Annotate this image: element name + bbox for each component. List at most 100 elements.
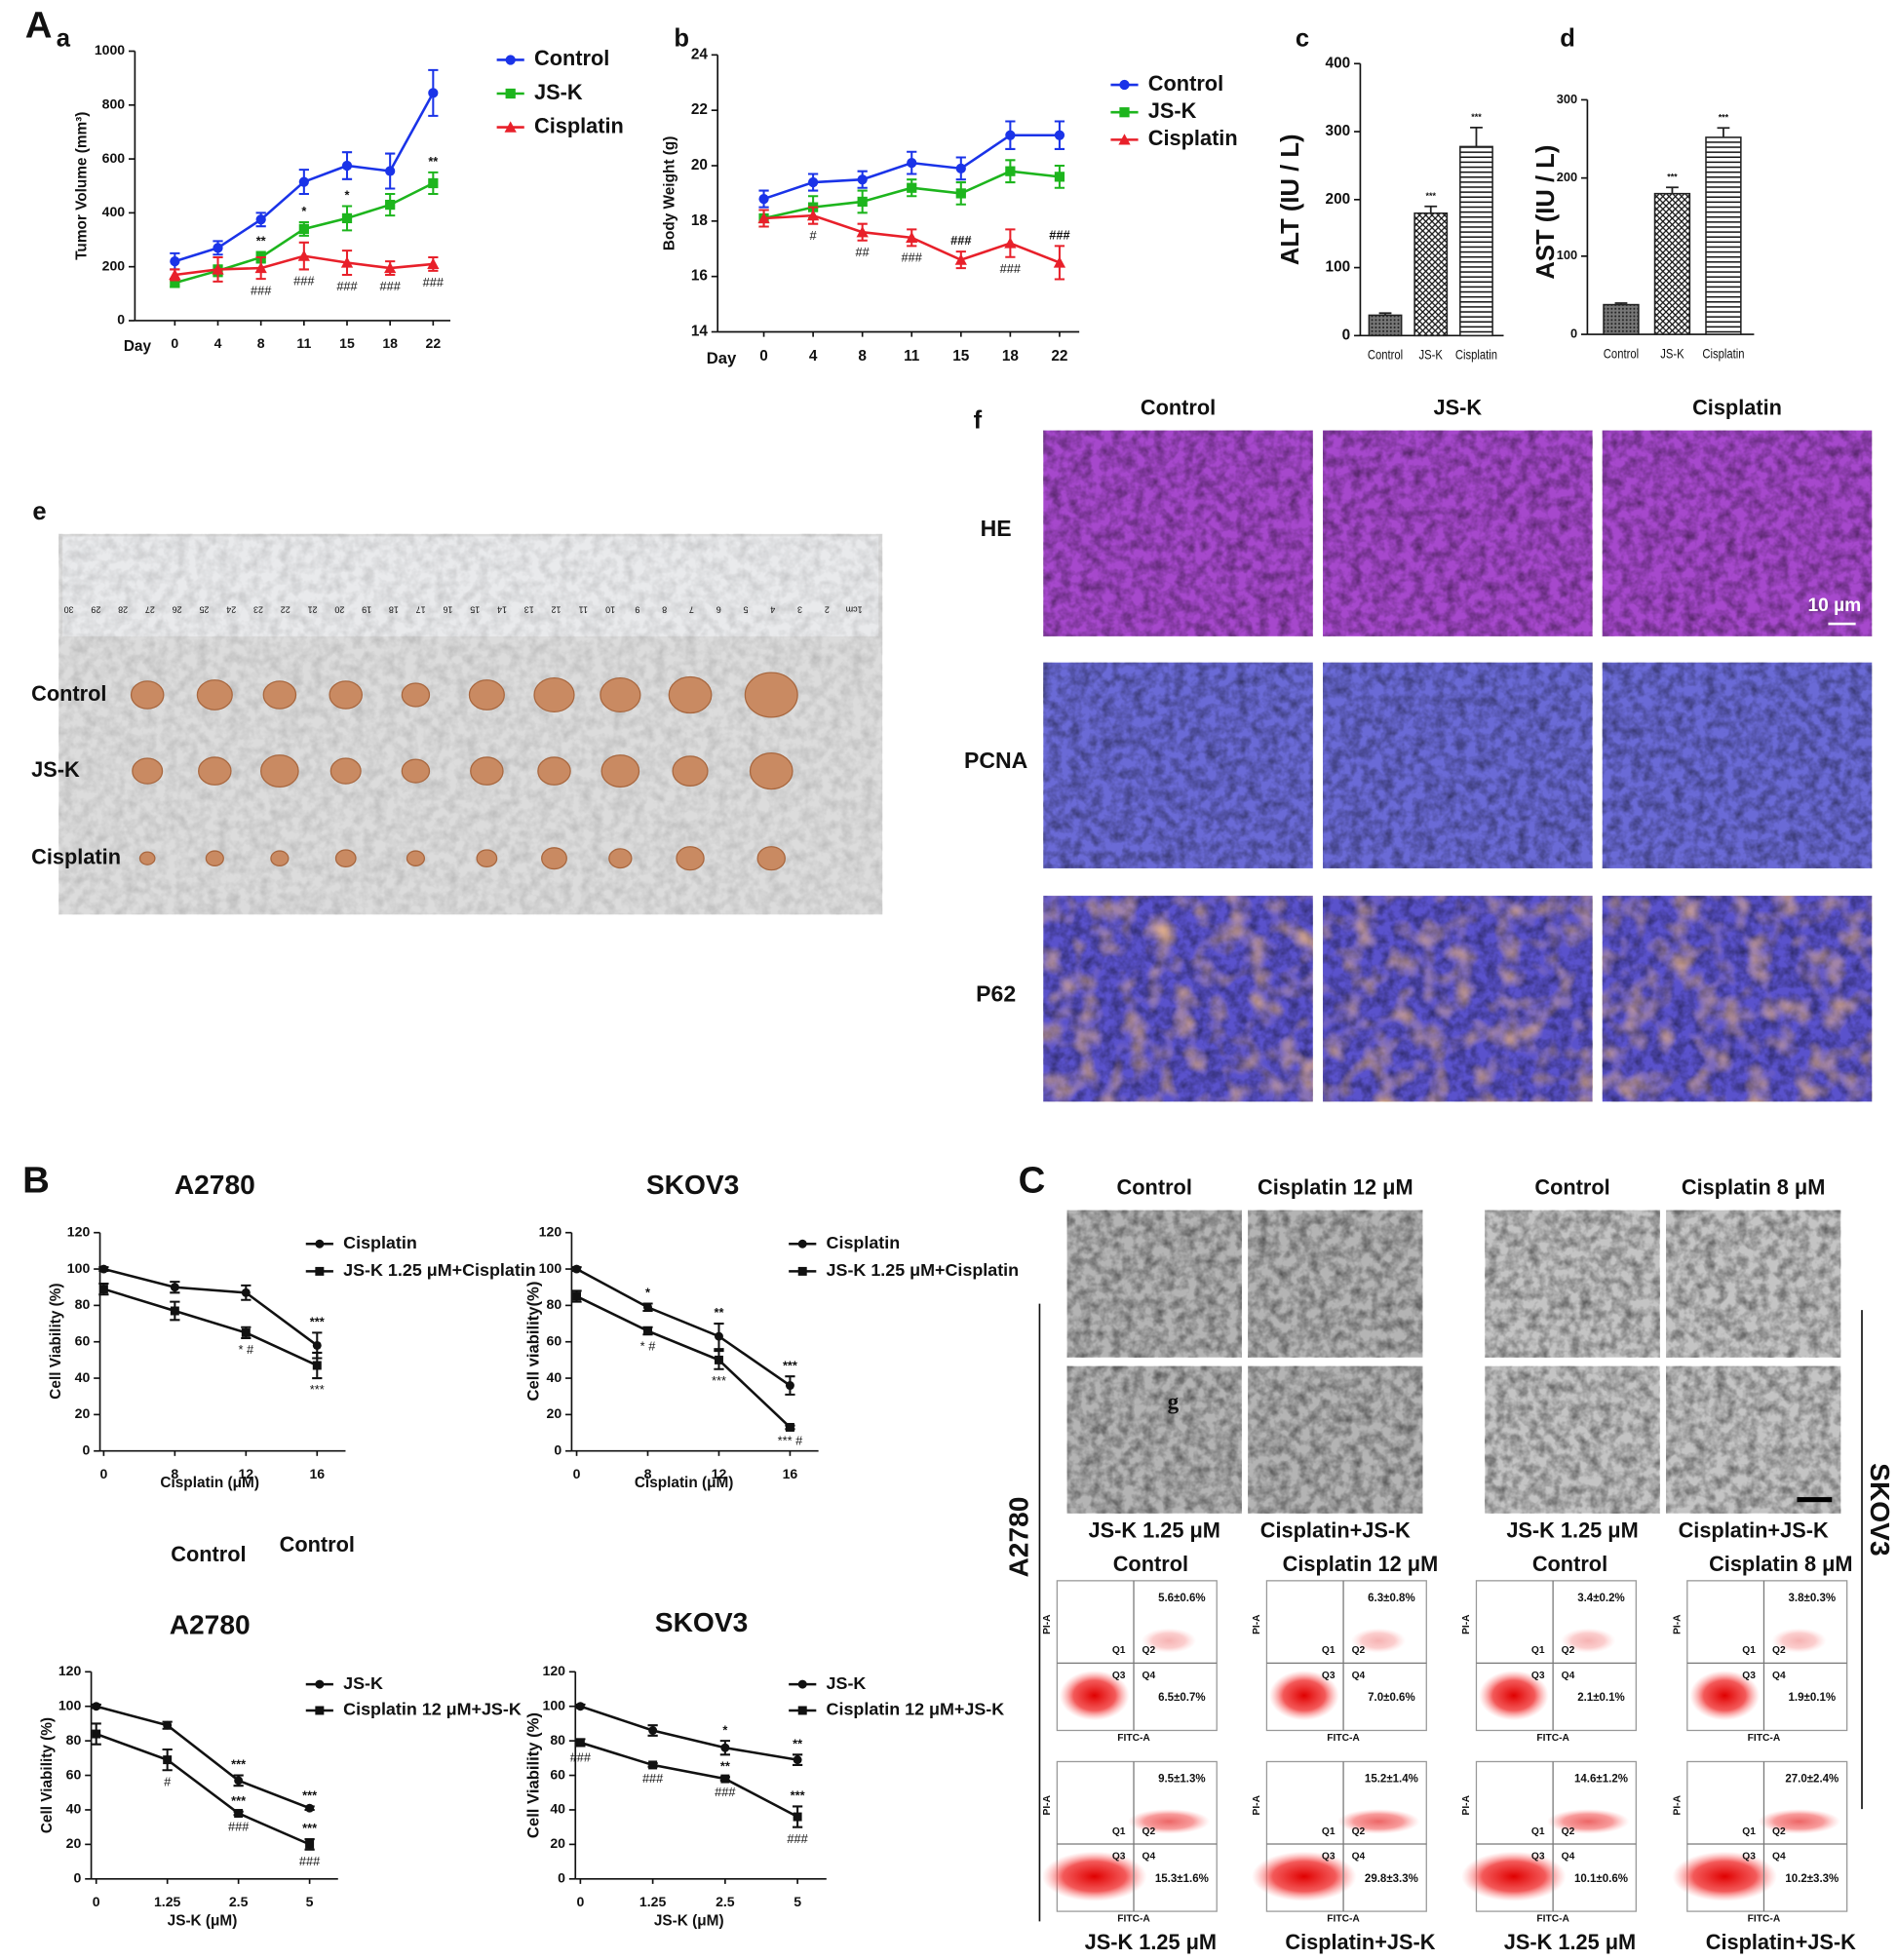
cell-cloud bbox=[1561, 1628, 1616, 1654]
annotation: ## bbox=[856, 245, 871, 259]
chart-title: SKOV3 bbox=[655, 1607, 748, 1637]
ruler-number: 4 bbox=[770, 604, 775, 614]
x-tick-label: 15 bbox=[339, 335, 355, 351]
marker bbox=[785, 1422, 794, 1432]
annotation: *** bbox=[1471, 112, 1482, 122]
annotation: ### bbox=[1000, 261, 1022, 276]
quadrant-label: Q3 bbox=[1322, 1851, 1336, 1862]
ruler-number: 30 bbox=[64, 604, 74, 614]
axis-label: PI-A bbox=[1461, 1614, 1472, 1634]
marker bbox=[98, 1285, 108, 1294]
column-label: Control bbox=[1534, 1175, 1609, 1200]
marker bbox=[92, 1729, 101, 1739]
annotation: ### bbox=[299, 1854, 321, 1868]
annotation: ### bbox=[715, 1785, 736, 1799]
ruler-number: 21 bbox=[308, 604, 318, 614]
annotation: *** # bbox=[778, 1434, 803, 1448]
y-tick-label: 120 bbox=[543, 1663, 566, 1678]
micrograph-texture bbox=[1602, 896, 1873, 1102]
marker bbox=[213, 243, 223, 253]
y-tick-label: 80 bbox=[75, 1296, 91, 1312]
annotation: ### bbox=[1049, 228, 1069, 243]
annotation: * bbox=[645, 1286, 650, 1300]
y-axis-label: Cell Viability (%) bbox=[48, 1283, 64, 1399]
y-tick-label: 100 bbox=[1557, 248, 1577, 262]
annotation: ### bbox=[336, 279, 358, 293]
x-tick-label: 16 bbox=[309, 1466, 325, 1481]
legend-marker bbox=[504, 121, 517, 133]
micrograph-texture bbox=[1485, 1365, 1660, 1514]
marker bbox=[955, 188, 966, 199]
annotation: # bbox=[164, 1774, 172, 1788]
x-tick-label: 8 bbox=[644, 1466, 652, 1481]
marker bbox=[341, 160, 353, 172]
x-tick-label: 8 bbox=[257, 335, 265, 351]
cell-cloud bbox=[1350, 1628, 1407, 1654]
quadrant-value: 3.8±0.3% bbox=[1789, 1593, 1837, 1604]
quadrant-label: Q4 bbox=[1562, 1671, 1575, 1681]
marker bbox=[793, 1755, 802, 1765]
cell-cloud bbox=[1252, 1851, 1357, 1902]
marker bbox=[757, 211, 770, 224]
marker bbox=[1054, 172, 1065, 182]
annotation: ** bbox=[720, 1758, 730, 1773]
y-tick-label: 600 bbox=[102, 150, 126, 166]
column-label: Control bbox=[1113, 1552, 1188, 1576]
tumor bbox=[668, 675, 713, 714]
legend-label: JS-K bbox=[1148, 98, 1197, 123]
marker bbox=[428, 88, 439, 98]
y-tick-label: 300 bbox=[1557, 92, 1577, 106]
marker bbox=[793, 1812, 802, 1822]
marker bbox=[906, 231, 918, 244]
marker bbox=[255, 214, 266, 225]
legend-marker bbox=[797, 1239, 807, 1249]
marker bbox=[98, 1264, 108, 1274]
cell-cloud bbox=[1059, 1671, 1130, 1721]
x-tick-label: Cisplatin bbox=[1455, 346, 1497, 363]
legend-marker bbox=[315, 1239, 325, 1249]
error-bar bbox=[1378, 312, 1392, 316]
micrograph-texture bbox=[1323, 430, 1593, 636]
axis-label: FITC-A bbox=[1117, 1733, 1150, 1744]
x-tick-label: 0 bbox=[576, 1894, 584, 1909]
x-tick-label: 12 bbox=[238, 1466, 253, 1481]
y-tick-label: 60 bbox=[66, 1766, 82, 1782]
cell-line-label: A2780 bbox=[1004, 1497, 1034, 1578]
y-tick-label: 20 bbox=[75, 1405, 91, 1421]
tumor bbox=[406, 850, 426, 866]
x-axis-label: JS-K (μM) bbox=[654, 1912, 724, 1929]
quadrant-value: 29.8±3.3% bbox=[1365, 1873, 1418, 1885]
row-label: Cisplatin bbox=[31, 844, 121, 868]
tumor bbox=[600, 676, 641, 713]
marker bbox=[384, 261, 397, 274]
tumor bbox=[270, 850, 290, 866]
legend-marker bbox=[315, 1679, 325, 1689]
photo-texture bbox=[58, 533, 883, 915]
legend-marker bbox=[797, 1266, 807, 1276]
y-tick-label: 200 bbox=[1326, 191, 1351, 208]
ruler-number: 17 bbox=[416, 604, 426, 614]
legend-label: Control bbox=[534, 46, 609, 70]
y-tick-label: 0 bbox=[554, 1441, 561, 1457]
x-tick-label: 2.5 bbox=[716, 1894, 735, 1909]
ruler-number: 9 bbox=[635, 604, 639, 614]
legend-marker bbox=[315, 1266, 325, 1276]
annotation: *** bbox=[1426, 191, 1437, 201]
y-tick-label: 100 bbox=[1326, 259, 1351, 276]
quadrant-value: 9.5±1.3% bbox=[1158, 1773, 1206, 1785]
annotation: ### bbox=[787, 1831, 808, 1846]
annotation: ** bbox=[256, 234, 266, 249]
quadrant-label: Q2 bbox=[1352, 1645, 1366, 1656]
x-tick-label: 22 bbox=[1051, 348, 1067, 365]
cell-cloud bbox=[1546, 1809, 1630, 1834]
marker bbox=[297, 250, 310, 261]
ruler-number: 18 bbox=[389, 604, 399, 614]
marker bbox=[1005, 130, 1016, 140]
marker bbox=[907, 158, 917, 169]
quadrant-label: Q4 bbox=[1562, 1851, 1575, 1862]
x-tick-label: 8 bbox=[171, 1466, 178, 1481]
series-line bbox=[575, 1267, 792, 1387]
quadrant-label: Q4 bbox=[1352, 1851, 1366, 1862]
quadrant-label: Q4 bbox=[1772, 1671, 1786, 1681]
scale-bar-label: 10 µm bbox=[1807, 596, 1861, 616]
